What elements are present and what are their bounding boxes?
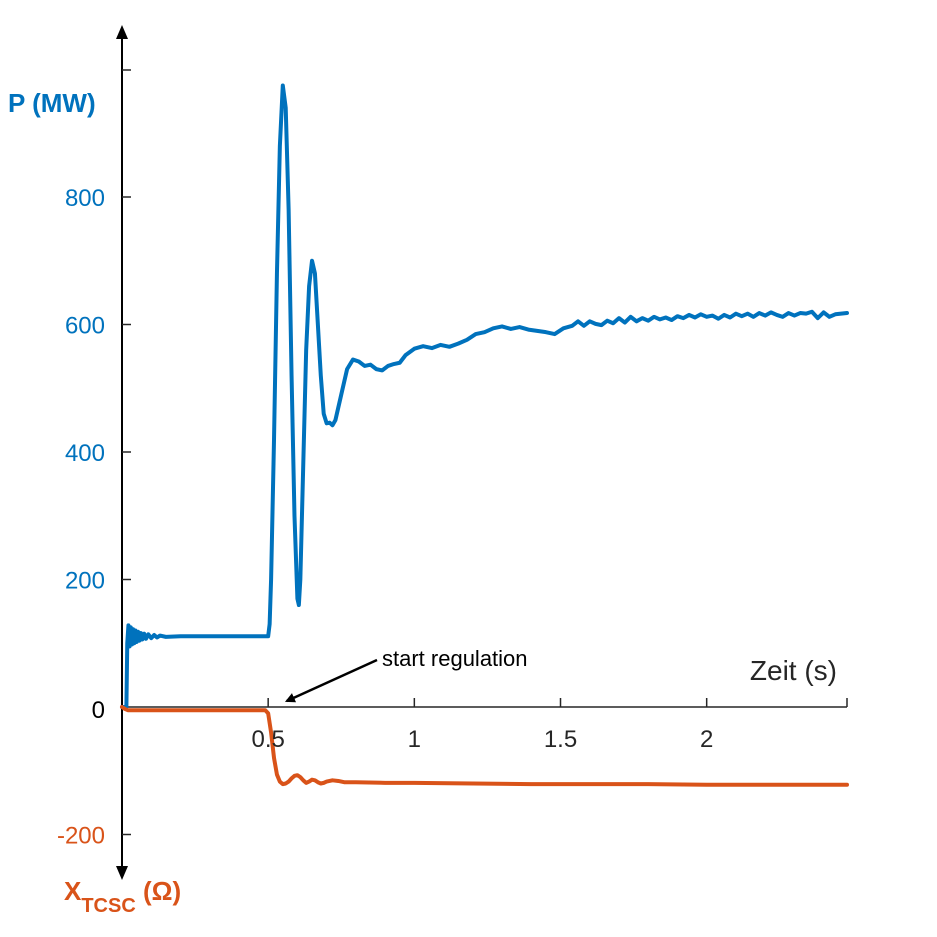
y-axis-title-x-unit: (Ω) [136, 876, 181, 906]
y-axis-arrow-up-icon [116, 25, 128, 39]
y-axis-title-x: XTCSC (Ω) [64, 876, 181, 917]
y-tick-label-p: 400 [65, 440, 105, 467]
y-tick-label-p: 800 [65, 185, 105, 212]
y-tick-label-x: -200 [57, 823, 105, 850]
x-tick-label: 0.5 [251, 726, 284, 753]
y-tick-label-zero: 0 [92, 697, 105, 724]
y-axis-title-p: P (MW) [8, 88, 96, 118]
series-line-xtcsc [120, 705, 849, 787]
series-line-p [120, 83, 849, 709]
axes [116, 25, 848, 880]
x-tick-label: 1 [408, 726, 421, 753]
y-axis-title-x-sub: TCSC [81, 895, 135, 917]
series-layer [120, 83, 849, 787]
x-tick-label: 2 [700, 726, 713, 753]
y-tick-label-p: 600 [65, 313, 105, 340]
x-tick-label: 1.5 [544, 726, 577, 753]
annotation-start-regulation: start regulation [382, 646, 528, 671]
y-tick-label-p: 200 [65, 568, 105, 595]
y-axis-title-x-main: X [64, 876, 82, 906]
y-axis-arrow-down-icon [116, 866, 128, 880]
annotation-arrow [284, 658, 378, 703]
labels-layer: P (MW) Zeit (s) XTCSC (Ω) start regulati… [8, 88, 837, 917]
x-axis-title: Zeit (s) [750, 655, 837, 686]
